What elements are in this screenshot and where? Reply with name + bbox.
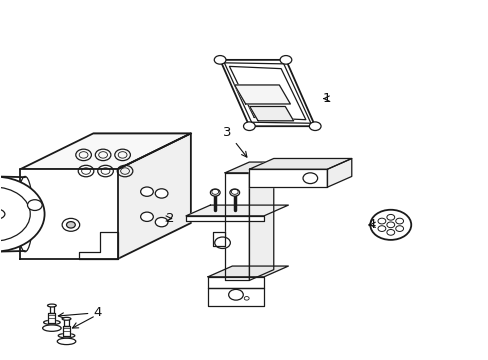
Circle shape xyxy=(229,189,239,196)
Polygon shape xyxy=(234,85,290,104)
Polygon shape xyxy=(249,158,351,169)
Circle shape xyxy=(243,122,255,131)
Circle shape xyxy=(386,229,394,235)
Polygon shape xyxy=(207,277,264,288)
Text: 2: 2 xyxy=(166,212,175,225)
Circle shape xyxy=(0,176,44,252)
Ellipse shape xyxy=(42,325,61,331)
Circle shape xyxy=(210,189,220,196)
Ellipse shape xyxy=(57,338,76,345)
Polygon shape xyxy=(64,319,69,326)
Polygon shape xyxy=(249,107,293,121)
Circle shape xyxy=(309,122,321,131)
Polygon shape xyxy=(207,266,288,277)
Ellipse shape xyxy=(43,320,60,324)
Circle shape xyxy=(386,215,394,220)
Ellipse shape xyxy=(17,176,33,252)
Text: 1: 1 xyxy=(322,92,330,105)
Circle shape xyxy=(228,289,243,300)
Circle shape xyxy=(141,187,153,196)
Polygon shape xyxy=(20,169,118,259)
Polygon shape xyxy=(20,134,190,169)
Circle shape xyxy=(27,200,42,211)
Circle shape xyxy=(395,226,403,231)
Polygon shape xyxy=(207,288,264,306)
Polygon shape xyxy=(48,313,55,323)
Polygon shape xyxy=(212,232,224,246)
Circle shape xyxy=(155,189,167,198)
Polygon shape xyxy=(118,134,190,259)
Circle shape xyxy=(369,210,410,240)
Polygon shape xyxy=(224,162,273,173)
Ellipse shape xyxy=(62,318,71,320)
Polygon shape xyxy=(49,306,54,313)
Circle shape xyxy=(214,237,230,248)
Polygon shape xyxy=(63,326,70,336)
Circle shape xyxy=(280,55,291,64)
Polygon shape xyxy=(220,60,315,126)
Polygon shape xyxy=(224,173,249,280)
Circle shape xyxy=(377,226,385,231)
Circle shape xyxy=(155,217,167,227)
Circle shape xyxy=(303,173,317,184)
Polygon shape xyxy=(185,216,264,221)
Ellipse shape xyxy=(47,304,56,307)
Circle shape xyxy=(141,212,153,221)
Text: 4: 4 xyxy=(58,306,102,319)
Ellipse shape xyxy=(58,333,75,338)
Ellipse shape xyxy=(0,208,5,220)
Circle shape xyxy=(244,297,248,300)
Text: 4: 4 xyxy=(367,218,375,231)
Polygon shape xyxy=(249,169,327,187)
Circle shape xyxy=(62,219,80,231)
Polygon shape xyxy=(327,158,351,187)
Text: 3: 3 xyxy=(223,126,246,157)
Circle shape xyxy=(386,222,394,228)
Polygon shape xyxy=(249,162,273,280)
Circle shape xyxy=(395,218,403,224)
Circle shape xyxy=(377,218,385,224)
Polygon shape xyxy=(185,205,288,216)
Circle shape xyxy=(66,222,75,228)
Circle shape xyxy=(214,55,225,64)
